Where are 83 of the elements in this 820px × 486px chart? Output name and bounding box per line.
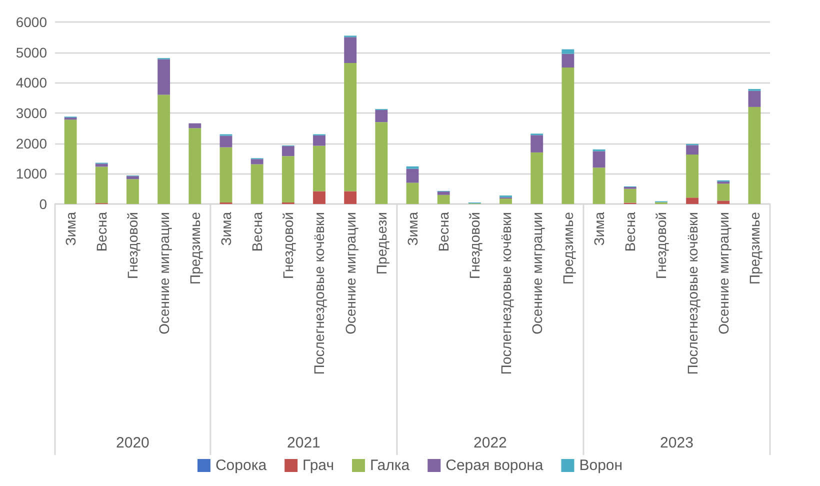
x-tick-label: Гнездовой	[124, 212, 141, 279]
bar	[126, 176, 139, 180]
bar	[344, 191, 357, 204]
bar	[748, 90, 761, 107]
bar	[748, 106, 761, 204]
x-tick-label: Предзимье	[746, 212, 762, 284]
x-tick-label: Предьези	[373, 212, 390, 275]
y-tick-label: 5000	[16, 44, 48, 60]
bar	[717, 184, 730, 201]
y-tick-label: 1000	[16, 166, 48, 182]
x-tick-label: Весна	[436, 212, 452, 252]
bar	[313, 191, 326, 204]
bar	[250, 164, 264, 204]
bar	[158, 94, 170, 204]
x-tick-label: Предзимье	[560, 212, 576, 284]
bar	[126, 179, 139, 204]
bar	[592, 168, 606, 204]
x-tick-label: Осенние миграции	[528, 212, 545, 334]
bar	[562, 54, 574, 68]
bar	[500, 198, 512, 204]
bar	[686, 198, 698, 204]
bar	[562, 49, 574, 54]
bar	[437, 194, 450, 204]
x-tick-label: Осенние миграции	[715, 212, 732, 334]
bar	[686, 145, 698, 155]
bar	[313, 135, 326, 146]
legend-label: Галка	[370, 457, 410, 474]
bar	[188, 128, 202, 204]
x-tick-label: Зима	[62, 212, 79, 246]
x-tick-label: Осенние миграции	[342, 212, 358, 334]
legend-label: Сорока	[215, 457, 268, 474]
x-tick-label: Осенние миграции	[156, 212, 172, 334]
bar	[344, 62, 357, 192]
legend-label: Серая ворона	[446, 457, 544, 474]
bar	[375, 122, 388, 204]
bar	[406, 182, 419, 204]
x-tick-label: Гнездовой	[280, 212, 296, 279]
bar	[95, 166, 108, 204]
text: 2023	[660, 434, 694, 452]
bar	[592, 151, 606, 168]
y-tick-label: 2000	[16, 135, 48, 152]
bar	[282, 156, 294, 202]
bar	[686, 154, 698, 198]
y-tick-label: 4000	[16, 74, 48, 91]
text: 2022	[474, 434, 507, 452]
bar	[313, 146, 326, 192]
x-tick-label: Весна	[94, 212, 110, 252]
x-tick-label: Предзимье	[186, 212, 203, 284]
x-tick-label: Гнездовой	[466, 212, 483, 279]
x-tick-label: Послегнездовые кочёвки	[684, 212, 700, 375]
bar	[717, 200, 730, 204]
bar	[282, 146, 294, 156]
y-tick-label: 0	[39, 196, 48, 212]
bar	[250, 159, 264, 164]
legend-label: Ворон	[579, 457, 623, 474]
bar	[95, 164, 108, 167]
bar	[437, 192, 450, 195]
bar	[406, 166, 419, 169]
x-tick-label: Весна	[622, 212, 638, 252]
y-tick-label: 3000	[16, 105, 48, 121]
bar	[344, 37, 357, 63]
text: 2021	[287, 434, 320, 452]
bar	[158, 59, 170, 95]
x-tick-label: Послегнездовые кочёвки	[498, 212, 514, 375]
x-tick-label: Зима	[404, 212, 420, 246]
bar	[530, 135, 544, 152]
x-tick-label: Послегнездовые кочёвки	[311, 212, 328, 375]
bar	[624, 188, 636, 203]
legend-label: Грач	[302, 457, 334, 474]
bar	[220, 136, 232, 148]
x-tick-label: Весна	[249, 212, 266, 252]
bar	[375, 110, 388, 122]
bar	[562, 68, 574, 204]
x-tick-label: Зима	[591, 212, 608, 246]
x-tick-label: Гнездовой	[653, 212, 670, 279]
bar	[220, 147, 232, 202]
bar	[188, 123, 202, 128]
text: 2020	[116, 434, 150, 452]
bar	[406, 168, 419, 183]
bar	[530, 152, 544, 204]
y-tick-label: 6000	[16, 14, 48, 30]
x-tick-label: Зима	[218, 212, 234, 246]
bar	[64, 120, 77, 204]
